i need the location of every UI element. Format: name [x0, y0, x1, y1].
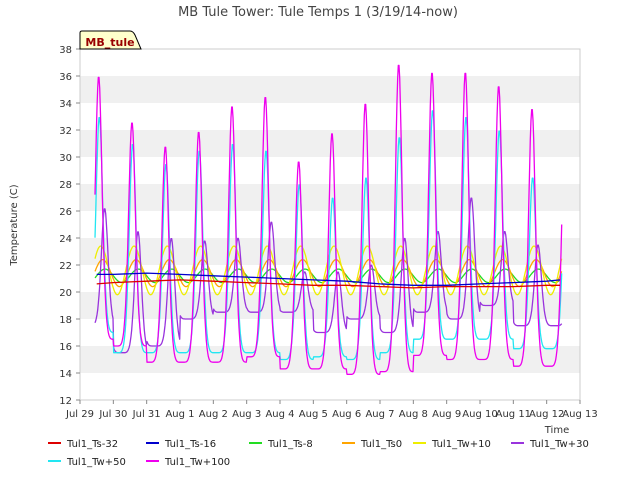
y-tick-label: 24 — [59, 234, 72, 245]
legend-label: Tul1_Ts-8 — [267, 439, 313, 450]
y-tick-label: 36 — [59, 72, 72, 83]
y-tick-label: 32 — [59, 126, 72, 137]
y-tick-label: 12 — [59, 396, 72, 407]
badge-shape — [79, 30, 142, 50]
y-tick-label: 16 — [59, 342, 72, 353]
series-line-Tul1_Ts-16 — [96, 272, 561, 286]
x-tick-label: Aug 5 — [299, 409, 328, 420]
y-axis-label: Temperature (C) — [9, 184, 20, 266]
y-axis: 12 14 16 18 20 22 24 26 28 30 32 34 36 38 — [59, 45, 80, 407]
x-tick-label: Aug 2 — [199, 409, 228, 420]
grid-band — [80, 76, 580, 103]
x-tick-label: Aug 13 — [562, 409, 597, 420]
series-line-Tul1_Tw+100 — [94, 64, 563, 375]
x-tick-label: Aug 11 — [496, 409, 531, 420]
grid-band — [80, 346, 580, 373]
y-tick-label: 14 — [59, 369, 72, 380]
x-tick-label: Jul 31 — [132, 409, 161, 420]
legend-label: Tul1_Tw+10 — [431, 439, 491, 450]
x-tick-label: Aug 10 — [462, 409, 497, 420]
y-tick-label: 38 — [59, 45, 72, 56]
legend-label: Tul1_Tw+30 — [529, 439, 589, 450]
y-tick-label: 20 — [59, 288, 72, 299]
x-tick-label: Aug 4 — [265, 409, 294, 420]
series-line-Tul1_Tw+50 — [94, 110, 563, 361]
y-tick-label: 18 — [59, 315, 72, 326]
legend-label: Tul1_Ts-32 — [66, 439, 118, 450]
y-tick-label: 26 — [59, 207, 72, 218]
x-tick-label: Aug 8 — [399, 409, 428, 420]
x-tick-label: Jul 30 — [98, 409, 127, 420]
x-tick-label: Aug 7 — [365, 409, 394, 420]
legend: Tul1_Ts-32 Tul1_Ts-16 Tul1_Ts-8 Tul1_Ts0 Tul… — [48, 439, 589, 468]
legend-label: Tul1_Tw+100 — [164, 457, 230, 468]
x-axis-label: Time — [544, 425, 569, 436]
x-tick-label: Jul 29 — [65, 409, 94, 420]
plot-lines — [94, 64, 563, 375]
legend-label: Tul1_Tw+50 — [66, 457, 126, 468]
x-tick-label: Aug 12 — [529, 409, 564, 420]
plot-frame — [79, 48, 581, 401]
y-tick-label: 28 — [59, 180, 72, 191]
legend-label: Tul1_Ts-16 — [164, 439, 216, 450]
series-line-Tul1_Ts-32 — [96, 279, 560, 289]
x-tick-label: Aug 6 — [332, 409, 361, 420]
y-tick-label: 22 — [59, 261, 72, 272]
x-tick-label: Aug 1 — [165, 409, 194, 420]
x-tick-label: Aug 9 — [432, 409, 461, 420]
y-tick-label: 30 — [59, 153, 72, 164]
badge-label: MB_tule — [85, 36, 134, 49]
grid-band — [80, 292, 580, 319]
station-badge: MB_tule — [79, 30, 142, 50]
series-line-Tul1_Tw+30 — [94, 197, 563, 354]
y-tick-label: 34 — [59, 99, 72, 110]
legend-label: Tul1_Ts0 — [360, 439, 402, 450]
chart-title: MB Tule Tower: Tule Temps 1 (3/19/14-now… — [178, 5, 458, 20]
x-tick-label: Aug 3 — [232, 409, 261, 420]
x-axis: Jul 29 Jul 30 Jul 31 Aug 1 Aug 2 Aug 3 Aug 4 Au… — [65, 400, 598, 420]
